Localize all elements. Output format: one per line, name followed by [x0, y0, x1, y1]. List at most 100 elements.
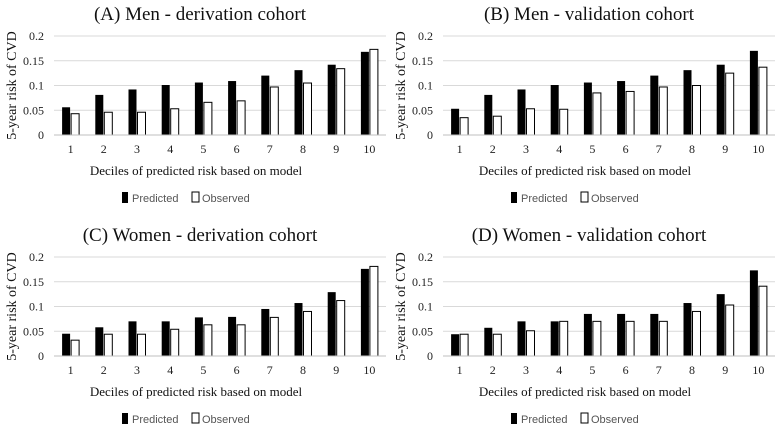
bar-d-predicted-3 [517, 321, 526, 356]
x-tick-d-6: 6 [623, 363, 629, 377]
legend-label-c-predicted: Predicted [132, 414, 178, 426]
legend-swatch-d-observed [580, 412, 589, 424]
y-tick-a-4: 0.2 [29, 29, 44, 43]
bar-c-observed-3 [137, 333, 146, 357]
y-tick-d-4: 0.2 [418, 250, 433, 264]
bar-c-observed-10 [369, 265, 379, 357]
x-tick-a-6: 6 [234, 142, 240, 156]
legend-label-b-observed: Observed [591, 193, 639, 205]
bar-b-predicted-1 [451, 108, 460, 135]
x-axis-label-c: Deciles of predicted risk based on model [90, 384, 303, 399]
bar-a-observed-5 [203, 101, 213, 136]
y-tick-c-3: 0.15 [23, 275, 44, 289]
x-tick-a-2: 2 [101, 142, 107, 156]
bar-a-observed-10 [369, 48, 379, 136]
x-tick-d-8: 8 [689, 363, 695, 377]
bar-b-observed-8 [692, 85, 701, 136]
chart-title-c: (C) Women - derivation cohort [83, 225, 318, 246]
bar-a-predicted-7 [261, 75, 270, 135]
bar-b-predicted-7 [650, 75, 659, 135]
y-tick-c-0: 0 [38, 349, 44, 363]
bar-b-observed-10 [758, 66, 768, 136]
bar-a-predicted-2 [95, 94, 104, 135]
bar-b-observed-1 [459, 117, 469, 136]
x-tick-c-1: 1 [68, 363, 74, 377]
bar-a-observed-7 [269, 86, 279, 136]
x-tick-b-6: 6 [623, 142, 629, 156]
x-tick-a-5: 5 [200, 142, 206, 156]
bar-a-observed-9 [336, 68, 346, 136]
x-tick-b-1: 1 [457, 142, 463, 156]
x-tick-c-2: 2 [101, 363, 107, 377]
bar-a-observed-1 [70, 113, 80, 136]
x-tick-c-10: 10 [363, 363, 375, 377]
chart-c: (C) Women - derivation cohort 0 0.05 0.1 0.1… [5, 225, 386, 426]
x-tick-d-3: 3 [523, 363, 529, 377]
panel-b: (B) Men - validation cohort 0 0.05 0.1 0.15 0… [389, 0, 778, 220]
bar-c-predicted-5 [194, 317, 203, 356]
bar-d-observed-2 [492, 333, 502, 357]
y-tick-c-1: 0.05 [23, 324, 44, 338]
y-tick-d-0: 0 [427, 349, 433, 363]
y-tick-c-4: 0.2 [29, 250, 44, 264]
chart-title-a: (A) Men - derivation cohort [94, 4, 307, 25]
y-tick-d-2: 0.1 [418, 300, 433, 314]
bar-c-predicted-6 [228, 316, 237, 356]
x-tick-d-1: 1 [457, 363, 463, 377]
y-axis-label-c: 5-year risk of CVD [5, 252, 20, 360]
panel-a: (A) Men - derivation cohort 0 0.05 0.1 0.15 0… [0, 0, 389, 220]
bar-d-predicted-7 [650, 313, 659, 356]
x-tick-a-9: 9 [333, 142, 339, 156]
bar-b-observed-3 [526, 108, 535, 136]
legend-label-a-observed: Observed [202, 193, 250, 205]
bar-b-observed-5 [592, 92, 602, 136]
legend-swatch-b-predicted [511, 192, 517, 203]
legend-swatch-c-observed [191, 412, 200, 424]
bar-b-predicted-8 [683, 70, 692, 135]
chart-title-d: (D) Women - validation cohort [472, 225, 707, 246]
y-tick-d-3: 0.15 [412, 275, 433, 289]
bar-b-predicted-5 [583, 82, 592, 135]
chart-d: (D) Women - validation cohort 0 0.05 0.1 0.1… [394, 225, 775, 426]
x-tick-b-9: 9 [722, 142, 728, 156]
bar-b-observed-7 [658, 86, 668, 136]
x-tick-b-4: 4 [556, 142, 562, 156]
x-tick-c-7: 7 [267, 363, 273, 377]
x-tick-b-5: 5 [589, 142, 595, 156]
legend-label-c-observed: Observed [202, 414, 250, 426]
panel-d: (D) Women - validation cohort 0 0.05 0.1 0.1… [389, 221, 778, 441]
bar-c-observed-9 [336, 300, 346, 357]
x-axis-label-b: Deciles of predicted risk based on model [479, 163, 692, 178]
bar-d-observed-7 [658, 320, 668, 357]
bar-d-predicted-6 [617, 313, 626, 356]
y-tick-a-0: 0 [38, 128, 44, 142]
bar-d-predicted-1 [451, 334, 460, 356]
x-tick-a-4: 4 [167, 142, 173, 156]
bar-d-observed-10 [758, 285, 768, 357]
legend-swatch-c-predicted [122, 413, 128, 424]
bar-d-predicted-8 [683, 303, 692, 356]
bar-c-predicted-7 [261, 308, 270, 356]
bar-c-predicted-4 [161, 321, 170, 356]
bar-d-observed-6 [625, 320, 635, 357]
legend-label-d-predicted: Predicted [521, 414, 567, 426]
y-tick-b-4: 0.2 [418, 29, 433, 43]
x-tick-a-8: 8 [300, 142, 306, 156]
legend-swatch-a-predicted [122, 192, 128, 203]
bar-d-observed-5 [592, 320, 602, 357]
bar-a-predicted-6 [228, 81, 237, 135]
x-axis-label-d: Deciles of predicted risk based on model [479, 384, 692, 399]
bar-c-observed-1 [70, 339, 80, 357]
bar-d-observed-3 [526, 330, 535, 357]
y-tick-a-1: 0.05 [23, 103, 44, 117]
y-axis-label-b: 5-year risk of CVD [394, 31, 409, 139]
bar-a-predicted-3 [128, 89, 137, 135]
x-tick-d-5: 5 [589, 363, 595, 377]
x-tick-d-2: 2 [490, 363, 496, 377]
bar-c-predicted-3 [128, 321, 137, 356]
bar-b-observed-9 [725, 72, 735, 136]
y-tick-a-2: 0.1 [29, 79, 44, 93]
x-tick-b-2: 2 [490, 142, 496, 156]
chart-b: (B) Men - validation cohort 0 0.05 0.1 0.15 0… [394, 4, 775, 205]
